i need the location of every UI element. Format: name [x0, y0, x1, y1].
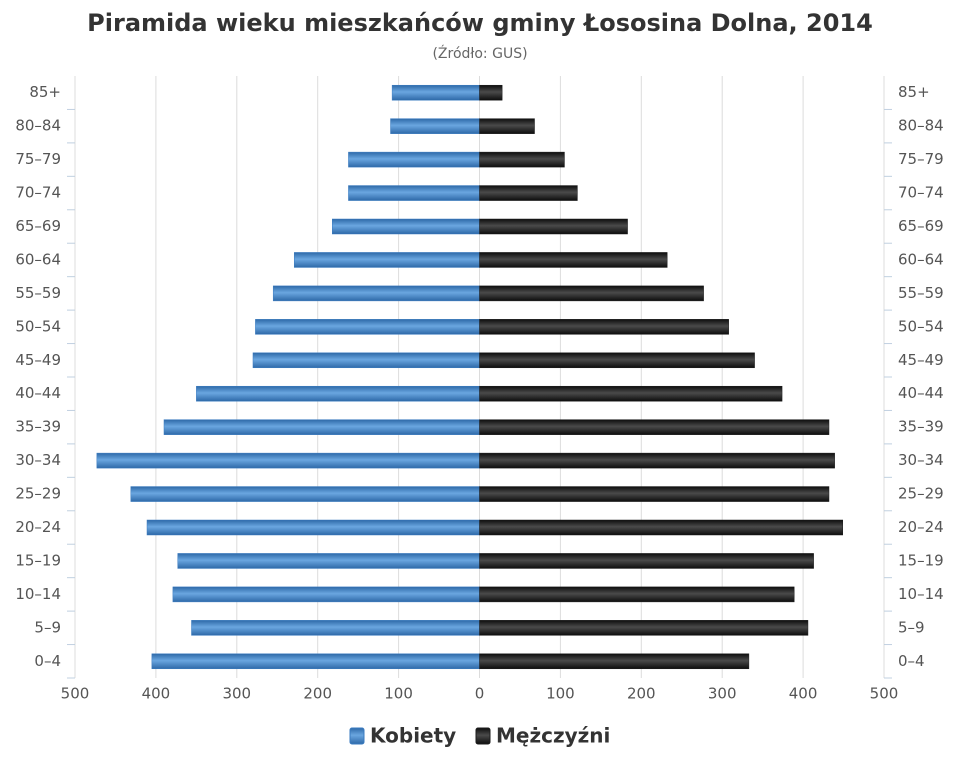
bar: [479, 185, 578, 201]
bar: [163, 419, 480, 435]
y-tick-label: 5–9: [898, 618, 925, 636]
x-tick-label: 200: [303, 685, 332, 703]
x-tick-label: 300: [222, 685, 251, 703]
chart-subtitle: (Źródło: GUS): [432, 44, 527, 62]
bar: [177, 553, 480, 569]
bar: [479, 151, 565, 168]
y-tick-label: 40–44: [15, 384, 61, 402]
bar: [479, 519, 843, 536]
bar: [196, 385, 480, 402]
bar: [479, 586, 795, 603]
y-tick-label: 30–34: [898, 451, 944, 469]
y-tick-label: 65–69: [898, 217, 944, 235]
bar: [348, 185, 480, 201]
bar: [479, 84, 503, 101]
y-tick-label: 85+: [29, 83, 61, 101]
bar: [146, 519, 480, 536]
y-tick-label: 5–9: [34, 618, 61, 636]
x-tick-label: 100: [384, 685, 413, 703]
bar: [272, 285, 480, 302]
y-tick-label: 45–49: [15, 351, 61, 369]
y-tick-label: 0–4: [34, 652, 61, 670]
bar: [191, 620, 480, 636]
bar: [479, 252, 668, 268]
legend-swatch: [349, 727, 365, 745]
y-tick-label: 70–74: [898, 184, 944, 202]
bar: [151, 653, 480, 670]
bar: [390, 118, 480, 134]
y-tick-label: 55–59: [898, 284, 944, 302]
y-tick-label: 10–14: [15, 585, 61, 603]
x-tick-label: 100: [546, 685, 575, 703]
bar: [479, 452, 835, 469]
y-tick-label: 80–84: [898, 117, 944, 135]
y-tick-label: 35–39: [898, 418, 944, 436]
legend-label: Mężczyźni: [496, 724, 610, 748]
y-tick-label: 30–34: [15, 451, 61, 469]
bar: [479, 385, 783, 402]
bar: [130, 486, 480, 502]
y-tick-label: 40–44: [898, 384, 944, 402]
y-tick-label: 55–59: [15, 284, 61, 302]
y-tick-label: 85+: [898, 83, 930, 101]
y-tick-label: 0–4: [898, 652, 925, 670]
y-tick-label: 20–24: [15, 518, 61, 536]
x-tick-label: 400: [789, 685, 818, 703]
y-tick-label: 75–79: [15, 150, 61, 168]
bar: [252, 352, 480, 369]
x-tick-label: 0: [475, 685, 485, 703]
chart-title: Piramida wieku mieszkańców gminy Łososin…: [87, 9, 873, 37]
bar: [255, 319, 480, 335]
y-tick-label: 60–64: [898, 250, 944, 268]
bar: [479, 419, 830, 435]
y-tick-label: 65–69: [15, 217, 61, 235]
x-tick-label: 400: [142, 685, 171, 703]
y-tick-label: 70–74: [15, 184, 61, 202]
bar: [172, 586, 480, 603]
bar: [391, 84, 480, 101]
x-tick-label: 200: [627, 685, 656, 703]
bar: [479, 486, 830, 502]
x-tick-label: 500: [870, 685, 899, 703]
bar: [479, 352, 755, 369]
y-tick-label: 15–19: [898, 551, 944, 569]
bar: [479, 319, 729, 335]
bar: [348, 151, 480, 168]
y-tick-label: 60–64: [15, 250, 61, 268]
y-tick-label: 50–54: [898, 317, 944, 335]
y-tick-label: 25–29: [15, 485, 61, 503]
x-tick-label: 300: [708, 685, 737, 703]
legend-swatch: [475, 727, 491, 745]
y-tick-label: 20–24: [898, 518, 944, 536]
bar: [332, 218, 480, 235]
bar: [479, 620, 809, 636]
bar: [96, 452, 480, 469]
y-tick-label: 35–39: [15, 418, 61, 436]
legend-label: Kobiety: [370, 724, 456, 748]
y-tick-label: 45–49: [898, 351, 944, 369]
bar: [479, 553, 814, 569]
y-tick-label: 80–84: [15, 117, 61, 135]
y-tick-label: 50–54: [15, 317, 61, 335]
bar: [479, 118, 535, 134]
bar: [479, 218, 628, 235]
bar: [293, 252, 480, 268]
y-tick-label: 15–19: [15, 551, 61, 569]
bar: [479, 653, 750, 670]
x-tick-label: 500: [61, 685, 90, 703]
y-tick-label: 25–29: [898, 485, 944, 503]
y-tick-label: 10–14: [898, 585, 944, 603]
y-tick-label: 75–79: [898, 150, 944, 168]
bar: [479, 285, 704, 302]
